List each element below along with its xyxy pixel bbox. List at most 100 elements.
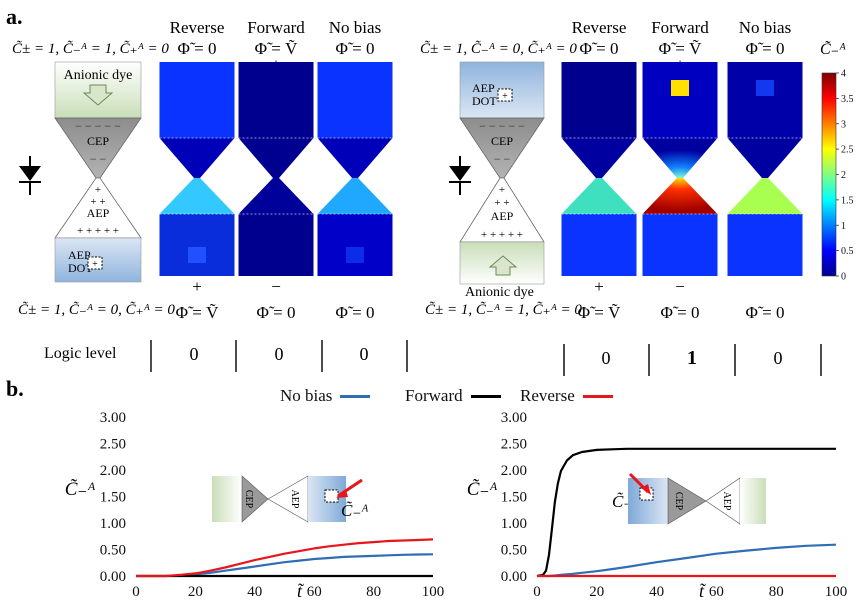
top-reservoir — [238, 62, 314, 138]
right-cep-charges: − − − − − — [479, 119, 525, 133]
right-cep-label: CEP — [491, 134, 513, 148]
right-dye-arrow-icon — [488, 255, 518, 276]
top-reservoir — [727, 62, 803, 138]
bottom-reservoir — [317, 214, 393, 276]
col-header-reverse-left: Reverse — [170, 18, 225, 37]
right-aep-charges: + — [499, 184, 505, 196]
right-simulations — [561, 62, 803, 276]
logic-right-nobias: 0 — [774, 348, 783, 368]
left-bottom-potential-forward: Φ̃ = 0 — [256, 303, 295, 322]
left-dye-label: Anionic dye — [64, 68, 133, 83]
right-aep-label: AEP — [491, 209, 514, 223]
y-axis-label: C̃₋ᴬ — [467, 479, 498, 500]
bottom-cone — [561, 178, 637, 214]
top-cone — [642, 138, 718, 178]
x-tick-label: 100 — [825, 584, 848, 600]
right-bottom-sign-forward: − — [675, 277, 685, 296]
y-tick-label: 1.50 — [501, 490, 527, 506]
sim-right-nobias — [727, 62, 803, 276]
right-bottom-sign-reverse: + — [594, 277, 604, 296]
left-aep-charges-2: + + — [90, 196, 105, 208]
col-header-forward-right: Forward — [651, 18, 709, 37]
y-tick-label: 3.00 — [501, 410, 527, 426]
colorbar-tick-label: 0 — [841, 272, 846, 283]
series-line-no-bias — [537, 543, 837, 578]
panel-a-label: a. — [6, 4, 23, 29]
logic-left-reverse: 0 — [190, 344, 199, 364]
bottom-cone — [238, 178, 314, 214]
sim-left-reverse — [159, 62, 235, 276]
colorbar-tick-label: 4 — [841, 69, 846, 80]
bottom-cone — [159, 178, 235, 214]
x-axis-label: t̃ — [297, 581, 305, 600]
right-dot-label: AEP — [472, 81, 495, 95]
colorbar-tick-label: 2.5 — [841, 145, 854, 156]
bottom-reservoir — [727, 214, 803, 276]
dot-square — [671, 80, 689, 96]
col-header-forward-left: Forward — [247, 18, 305, 37]
y-tick-label: 2.50 — [501, 437, 527, 453]
legend-label-reverse: Reverse — [520, 386, 575, 405]
right-aep-charges-3: + + + + + — [481, 229, 523, 241]
inset-left-cep-label: CEP — [243, 490, 254, 509]
series-line-no-bias — [136, 553, 434, 578]
left-bottom-potential-reverse: Φ̃ = Ṽ — [176, 303, 220, 322]
dot-square — [188, 247, 206, 263]
left-top-condition: C̃± = 1, C̃₋ᴬ = 1, C̃₊ᴬ = 0 — [12, 40, 169, 57]
right-diode-icon — [449, 156, 471, 195]
right-dot-label-2: DOT — [472, 94, 497, 108]
inset-left: CEP AEP C̃₋ᴬ — [212, 475, 368, 523]
top-cone — [561, 138, 637, 178]
left-bottom-potential-nobias: Φ̃ = 0 — [335, 303, 374, 322]
x-tick-label: 60 — [709, 584, 724, 600]
right-bottom-potential-nobias: Φ̃ = 0 — [745, 303, 784, 322]
left-dot-label: AEP — [68, 248, 91, 262]
sim-right-forward — [642, 62, 718, 276]
right-schematic: AEP DOT + CEP − − − − − − − AEP + + + + … — [449, 61, 545, 300]
col-header-nobias-left: No bias — [329, 18, 381, 37]
colorbar-tick-label: 1 — [841, 221, 846, 232]
top-cone — [317, 138, 393, 178]
chart-right: 0.00 0.50 1.00 1.50 2.00 2.50 3.00 0 20 40 60 80 100… — [467, 410, 848, 600]
left-top-potential-forward: Φ̃ = Ṽ — [255, 39, 299, 58]
y-tick-label: 3.00 — [100, 410, 126, 426]
dot-square — [756, 80, 774, 96]
y-tick-label: 1.00 — [501, 516, 527, 532]
right-top-potential-forward: Φ̃ = Ṽ — [659, 39, 703, 58]
top-reservoir — [317, 62, 393, 138]
series-line-reverse — [136, 538, 434, 578]
bottom-reservoir — [159, 214, 235, 276]
left-dot-label-2: DOT — [68, 261, 93, 275]
x-tick-label: 60 — [307, 584, 322, 600]
inset-right: C̃₋ᴬ CEP AEP — [612, 472, 766, 525]
logic-left-nobias: 0 — [360, 344, 369, 364]
legend-swatch-reverse — [582, 394, 613, 398]
chart-legend: No bias Forward Reverse — [280, 386, 840, 410]
colorbar-tick-label: 3 — [841, 119, 846, 130]
dot-square — [346, 247, 364, 263]
series-line-forward — [536, 447, 836, 578]
right-cep-charges-2: − − — [494, 152, 511, 166]
bottom-reservoir — [238, 214, 314, 276]
colorbar-gradient — [821, 72, 837, 277]
legend-swatch-nobias — [340, 394, 371, 398]
col-header-reverse-right: Reverse — [572, 18, 627, 37]
logic-level-label: Logic level — [44, 345, 117, 362]
right-top-condition: C̃± = 1, C̃₋ᴬ = 0, C̃₊ᴬ = 0 — [420, 40, 577, 57]
panel-b-label: b. — [6, 376, 24, 401]
x-tick-label: 0 — [533, 584, 541, 600]
x-tick-label: 40 — [649, 584, 664, 600]
legend-item-forward: Forward — [405, 386, 501, 406]
inset-right-dye-block — [740, 478, 766, 524]
y-tick-label: 0.00 — [100, 569, 126, 585]
inset-right-cep-label: CEP — [673, 492, 684, 511]
top-cone — [727, 138, 803, 178]
logic-level-row: Logic level 0 0 0 0 1 0 — [44, 340, 822, 376]
colorbar-tick-label: 3.5 — [841, 94, 854, 105]
left-aep-charges: + — [95, 184, 101, 196]
y-tick-label: 2.00 — [100, 463, 126, 479]
top-reservoir — [561, 62, 637, 138]
x-tick-label: 80 — [366, 584, 381, 600]
logic-right-reverse: 0 — [602, 348, 611, 368]
